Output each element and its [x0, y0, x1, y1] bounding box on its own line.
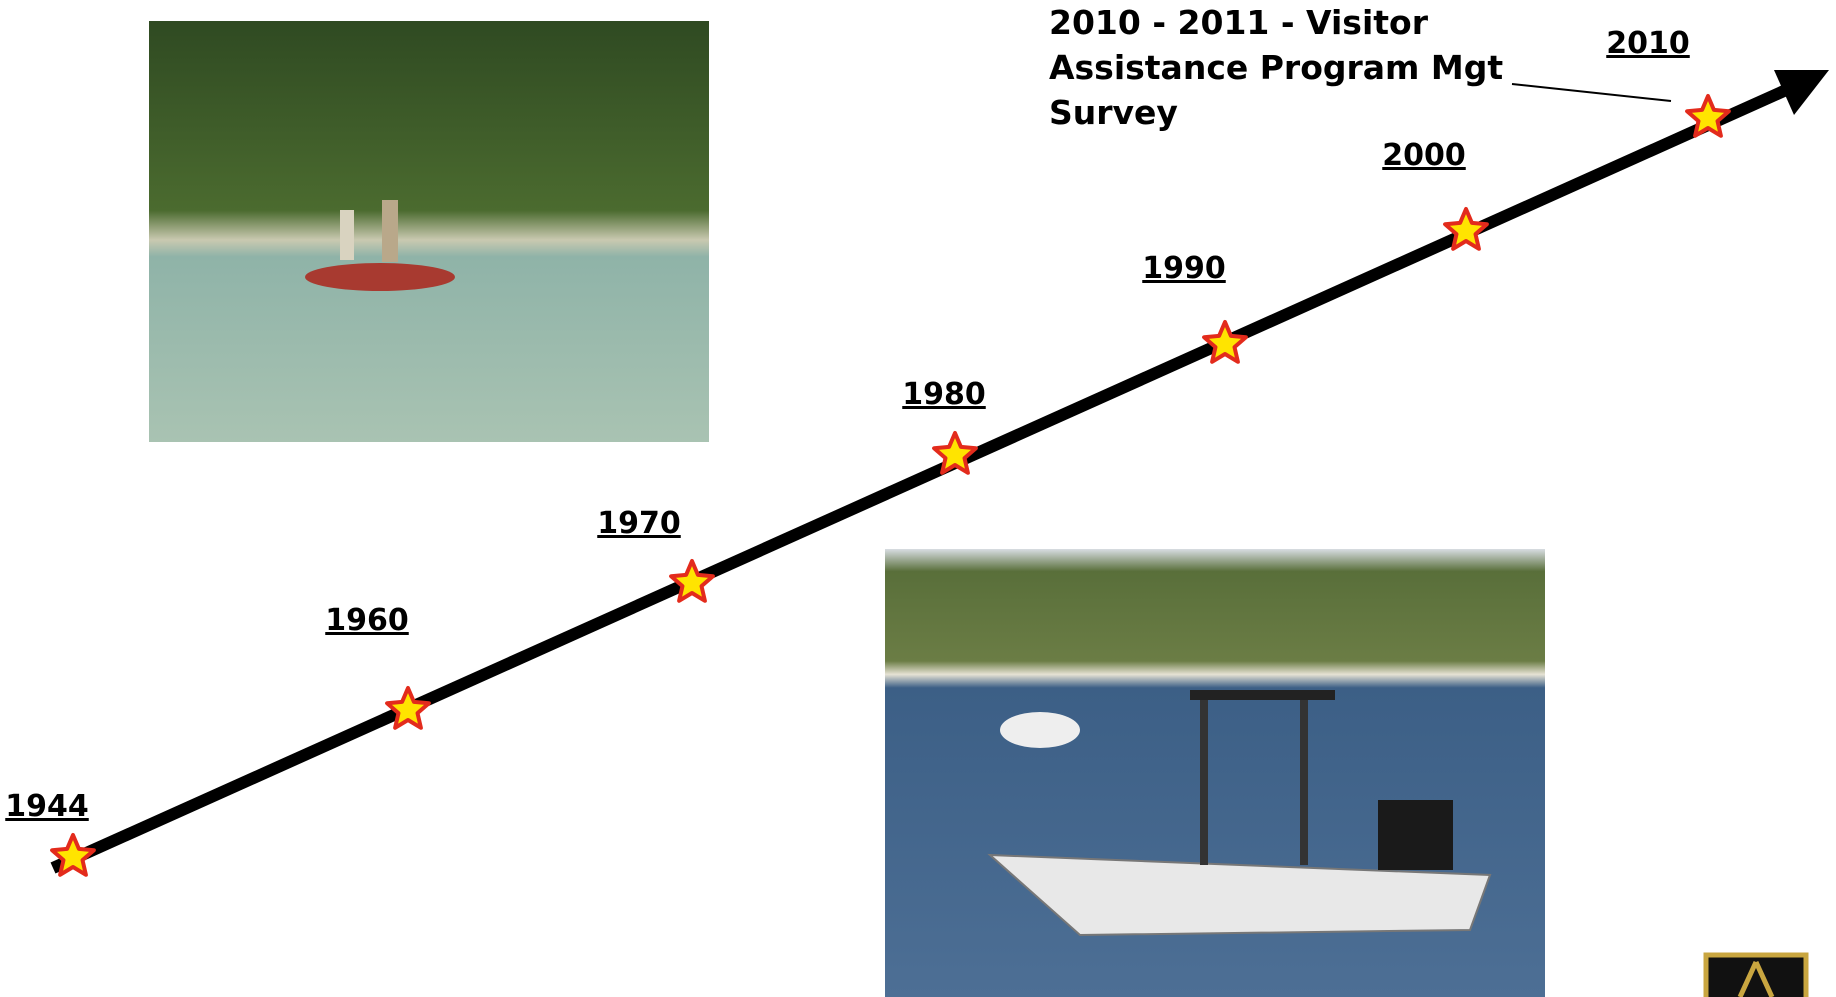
annotation-line: 2010 - 2011 - Visitor [1049, 3, 1429, 42]
star [1202, 320, 1248, 364]
star [1443, 207, 1489, 251]
timeline-line [50, 80, 1798, 874]
annotation-line: Assistance Program Mgt [1049, 48, 1503, 87]
year-label: 1970 [597, 506, 681, 541]
star [1685, 94, 1731, 138]
year-label: 1944 [5, 789, 89, 824]
year-label: 2010 [1606, 26, 1690, 61]
annotation: 2010 - 2011 - Visitor Assistance Program … [1049, 3, 1503, 132]
leader-line [1511, 83, 1672, 102]
year-label: 2000 [1382, 138, 1466, 173]
photo-raft [149, 21, 709, 442]
star [385, 686, 431, 730]
year-label: 1960 [325, 603, 409, 638]
star [932, 431, 978, 475]
arrow-head [1774, 70, 1829, 115]
star [669, 559, 715, 603]
year-label: 1980 [902, 377, 986, 412]
star [50, 833, 96, 877]
milestones: 1944 1960 1970 1980 1990 2000 2010 [5, 26, 1731, 877]
annotation-line: Survey [1049, 93, 1178, 132]
year-label: 1990 [1142, 251, 1226, 286]
photo-ranger-boat [885, 549, 1545, 997]
logo [1703, 952, 1809, 997]
